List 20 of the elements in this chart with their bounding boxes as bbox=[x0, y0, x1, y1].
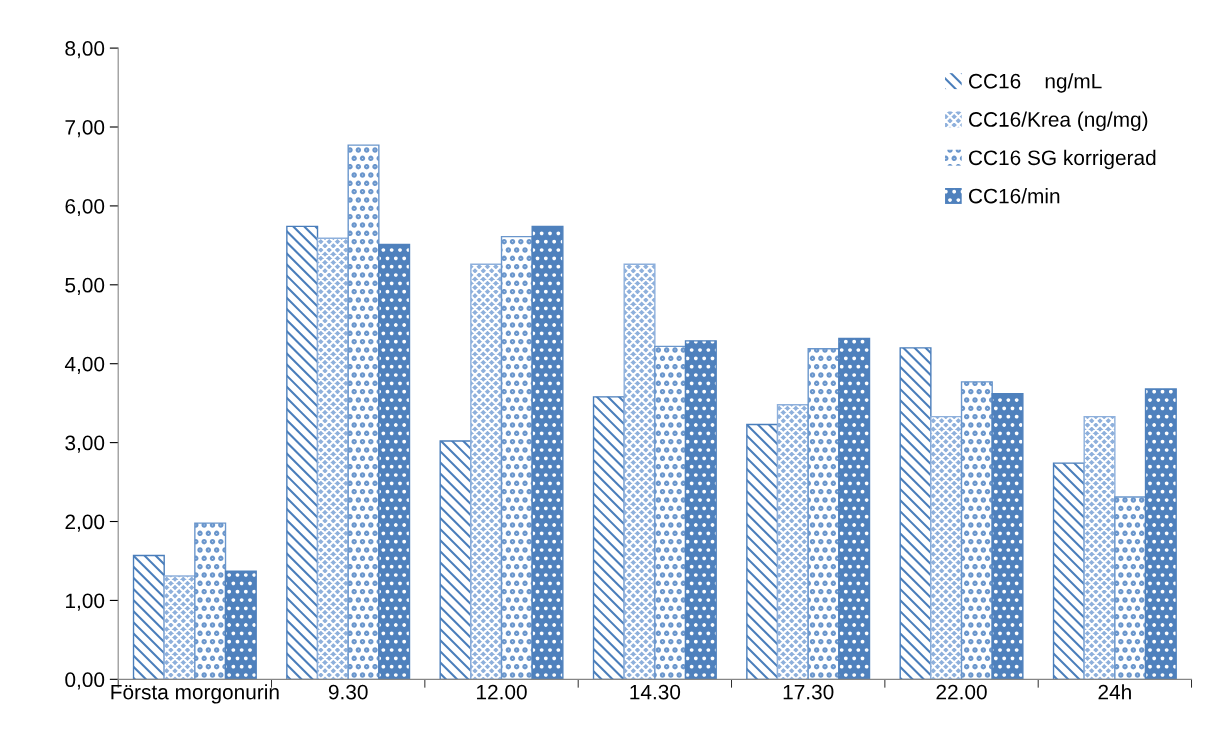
legend-label: CC16 ng/mL bbox=[969, 73, 1102, 93]
y-tick-label: 5,00 bbox=[65, 277, 105, 296]
y-tick-label: 4,00 bbox=[64, 356, 105, 374]
x-tick-label: Första morgonurin bbox=[111, 684, 279, 704]
legend-label: CC16 SG korrigerad bbox=[969, 149, 1156, 170]
y-tick-label: 1,00 bbox=[66, 593, 105, 611]
legend-label: CC16/min bbox=[969, 188, 1060, 204]
y-tick-label: 3,00 bbox=[65, 435, 105, 453]
x-tick-label: 17.30 bbox=[783, 684, 834, 700]
y-tick-label: 7,00 bbox=[65, 120, 105, 138]
x-tick-label: 14.30 bbox=[630, 684, 681, 700]
legend-label: CC16/Krea (ng/mg) bbox=[969, 111, 1148, 131]
x-tick-label: 9.30 bbox=[328, 684, 368, 700]
x-tick-label: 22.00 bbox=[936, 684, 987, 700]
y-tick-label: 6,00 bbox=[65, 198, 105, 217]
x-tick-label: 24h bbox=[1098, 684, 1131, 700]
y-tick-label: 8,00 bbox=[65, 41, 105, 59]
y-tick-label: 0,00 bbox=[65, 672, 105, 690]
y-tick-label: 2,00 bbox=[65, 514, 105, 532]
x-tick-label: 12.00 bbox=[477, 684, 527, 700]
